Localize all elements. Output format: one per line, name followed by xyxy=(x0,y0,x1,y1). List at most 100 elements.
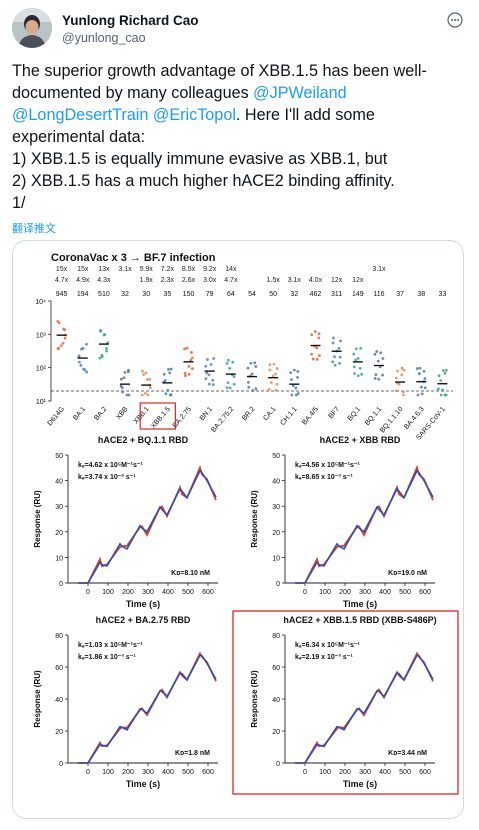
spr-ka: kₐ=1.03 x 10⁵M⁻¹s⁻¹ xyxy=(78,642,144,649)
y-tick-label: 10³ xyxy=(36,332,47,339)
data-point xyxy=(79,363,83,367)
fold-bottom-label: 12x xyxy=(331,277,343,284)
data-point xyxy=(352,365,356,369)
fold-bottom-label: 4.0x xyxy=(309,277,323,284)
fold-bottom-label: 3.1x xyxy=(288,277,302,284)
spr-y-label: Response (RU) xyxy=(33,490,42,548)
data-point xyxy=(144,371,148,375)
data-point xyxy=(125,393,129,397)
data-point xyxy=(317,336,321,340)
more-options-icon[interactable] xyxy=(447,12,463,28)
data-point xyxy=(415,367,419,370)
data-point xyxy=(423,386,427,390)
spr-x-tick-label: 600 xyxy=(202,589,214,596)
spr-x-tick-label: 300 xyxy=(142,589,154,596)
spr-x-tick-label: 0 xyxy=(303,589,307,596)
spr-x-tick-label: 300 xyxy=(359,589,371,596)
author-handle[interactable]: @yunlong_cao xyxy=(62,31,146,45)
spr-x-tick-label: 500 xyxy=(399,769,411,776)
data-point xyxy=(85,342,88,346)
spr-kd: kₔ=3.74 x 10⁻³ s⁻¹ xyxy=(78,474,136,481)
spr-y-tick-label: 40 xyxy=(55,479,63,486)
mention-jpweiland[interactable]: @JPWeiland xyxy=(253,84,347,102)
tweet-media-image[interactable]: CoronaVac x 3 → BF.7 infection 15x 15x 13x… xyxy=(12,240,464,819)
translate-tweet-link[interactable]: 翻译推文 xyxy=(12,223,56,235)
data-point xyxy=(148,386,152,390)
gmt-value: 30 xyxy=(142,291,150,298)
spr-x-tick-label: 600 xyxy=(419,589,431,596)
data-point xyxy=(296,370,300,373)
data-point xyxy=(333,355,336,359)
data-point xyxy=(82,367,85,371)
data-curve xyxy=(78,654,217,764)
data-point xyxy=(419,385,423,389)
spr-x-tick-label: 200 xyxy=(339,589,351,596)
data-point xyxy=(296,375,299,379)
data-point xyxy=(207,373,211,377)
data-point xyxy=(275,367,279,370)
data-point xyxy=(352,352,356,356)
gmt-value: 945 xyxy=(56,291,68,298)
data-point xyxy=(422,369,426,373)
data-point xyxy=(185,346,189,350)
data-point xyxy=(289,371,293,375)
data-point xyxy=(423,377,427,380)
data-point xyxy=(401,390,405,394)
variant-label: D614G xyxy=(46,406,66,427)
variant-label: BF7 xyxy=(328,406,342,420)
xbb15-highlight-box xyxy=(139,402,176,430)
data-point xyxy=(439,379,443,382)
data-point xyxy=(441,388,445,392)
spr-panel: hACE2 + XBB.1.5 RBD (XBB-S486P)806040200… xyxy=(232,610,459,795)
fold-bottom-label: 2.3x xyxy=(161,277,175,284)
data-point xyxy=(164,392,168,396)
gmt-value: 33 xyxy=(439,291,447,298)
tweet-body: The superior growth advantage of XBB.1.5… xyxy=(12,60,467,214)
data-point xyxy=(441,369,445,372)
data-curve xyxy=(295,654,434,764)
fold-top-label: 5.9x xyxy=(140,266,154,273)
spr-x-tick-label: 400 xyxy=(379,589,391,596)
gmt-value: 37 xyxy=(396,291,404,298)
data-point xyxy=(396,369,399,373)
data-point xyxy=(142,373,145,376)
spr-y-tick-label: 50 xyxy=(55,453,63,460)
data-point xyxy=(209,363,213,366)
y-tick-label: 10¹ xyxy=(36,399,47,406)
data-point xyxy=(373,352,377,356)
data-point xyxy=(148,377,152,381)
tweet-text-part1: The superior growth advantage of XBB.1.5… xyxy=(12,62,427,102)
variant-label: BN.1 xyxy=(199,406,214,423)
spr-kd: kₔ=8.65 x 10⁻³ s⁻¹ xyxy=(295,474,353,481)
spr-y-tick-label: 0 xyxy=(276,761,280,768)
data-point xyxy=(120,386,124,390)
gmt-value: 311 xyxy=(331,291,342,298)
fold-bottom-label: 1.5x xyxy=(267,277,281,284)
variant-label: BQ.1 xyxy=(347,406,363,423)
data-point xyxy=(294,386,298,390)
spr-ka: kₐ=6.34 x 10⁵M⁻¹s⁻¹ xyxy=(295,642,361,649)
data-point xyxy=(251,389,255,392)
gmt-value: 35 xyxy=(163,291,171,298)
gmt-value: 150 xyxy=(183,291,195,298)
data-point xyxy=(57,321,61,325)
mention-longdeserttrain[interactable]: @LongDesertTrain xyxy=(12,106,149,124)
data-point xyxy=(122,376,126,380)
author-name[interactable]: Yunlong Richard Cao xyxy=(62,13,199,28)
spr-title: hACE2 + BQ.1.1 RBD xyxy=(98,435,189,445)
data-point xyxy=(228,386,232,390)
data-point xyxy=(254,387,258,391)
fold-bottom-label: 3.0x xyxy=(203,277,217,284)
fold-bottom-label: 2.6x xyxy=(182,277,196,284)
fold-bottom-label: 4.7x xyxy=(224,277,238,284)
avatar[interactable] xyxy=(12,8,52,48)
data-point xyxy=(268,363,272,367)
spr-x-tick-label: 100 xyxy=(319,769,331,776)
data-curve xyxy=(295,469,434,584)
spr-y-label: Response (RU) xyxy=(33,670,42,728)
mention-erictopol[interactable]: @EricTopol xyxy=(152,106,236,124)
data-point xyxy=(400,373,404,377)
data-point xyxy=(144,391,147,395)
data-point xyxy=(296,392,300,395)
